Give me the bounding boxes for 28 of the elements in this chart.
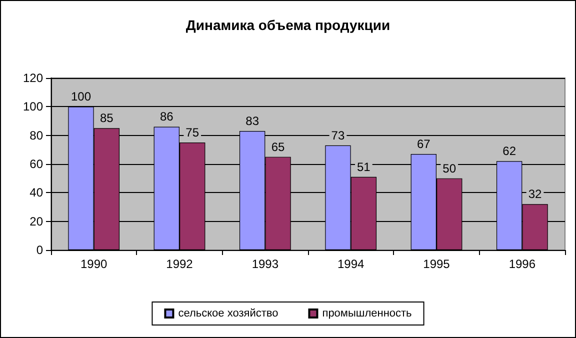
y-tick-label: 40 xyxy=(30,186,44,200)
data-label: 51 xyxy=(357,160,371,174)
y-tick-label: 0 xyxy=(36,243,44,257)
data-label: 83 xyxy=(246,114,260,128)
data-label: 86 xyxy=(160,110,174,124)
y-tick-label: 100 xyxy=(22,100,44,114)
data-label: 100 xyxy=(70,90,92,104)
data-label: 65 xyxy=(271,140,286,154)
chart-title: Динамика объема продукции xyxy=(186,17,390,33)
data-label: 85 xyxy=(100,111,114,126)
legend-label: сельское хозяйство xyxy=(178,308,278,320)
data-label: 67 xyxy=(416,136,431,151)
y-tick-label: 20 xyxy=(30,214,44,228)
y-tick-label: 60 xyxy=(30,157,44,171)
x-tick-label: 1990 xyxy=(80,257,108,271)
data-label: 62 xyxy=(502,144,516,158)
x-tick-label: 1995 xyxy=(423,257,450,271)
data-label: 75 xyxy=(186,126,200,140)
legend-label: промышленность xyxy=(322,308,412,320)
data-label: 73 xyxy=(331,128,345,142)
x-tick-label: 1992 xyxy=(166,257,194,271)
y-tick-label: 80 xyxy=(30,128,44,142)
data-label: 50 xyxy=(442,161,456,176)
x-tick-label: 1993 xyxy=(252,257,279,271)
x-tick-label: 1994 xyxy=(337,257,365,271)
y-tick-label: 120 xyxy=(22,71,44,85)
x-tick-label: 1996 xyxy=(508,257,536,271)
data-label: 32 xyxy=(528,187,542,202)
